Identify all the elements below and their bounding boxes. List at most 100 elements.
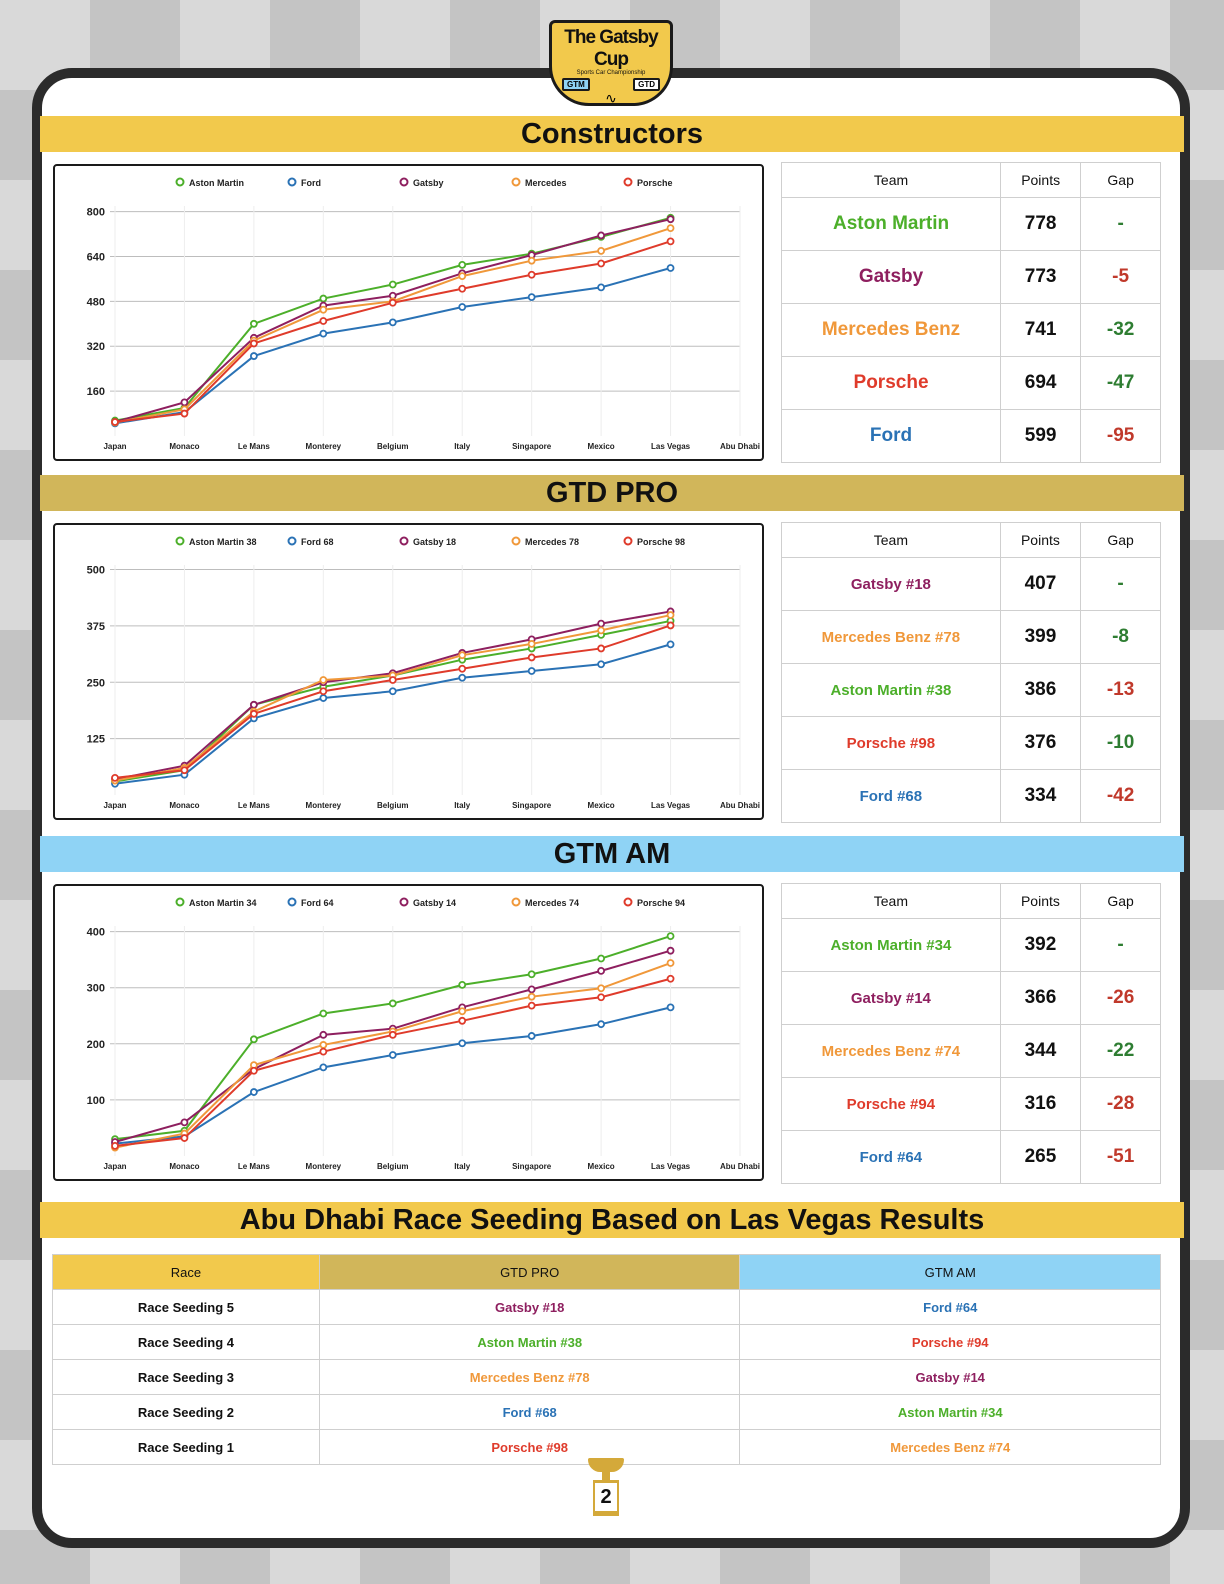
standings-team: Mercedes Benz #78 xyxy=(781,610,1001,664)
x-tick-label: Las Vegas xyxy=(651,801,691,810)
data-point xyxy=(319,1047,328,1056)
standings-points: 392 xyxy=(999,918,1082,972)
standings-points: 316 xyxy=(999,1077,1082,1131)
logo-title: The Gatsby Cup xyxy=(564,27,658,70)
legend-label: Porsche 98 xyxy=(637,537,685,547)
x-tick-label: Le Mans xyxy=(238,442,271,451)
data-point xyxy=(666,215,675,224)
seeding-header-gtd-pro: GTD PRO xyxy=(318,1254,741,1290)
standings-team: Gatsby #18 xyxy=(781,557,1001,611)
legend-label: Ford 64 xyxy=(301,898,334,908)
legend-marker xyxy=(511,536,521,546)
standings-points: 694 xyxy=(1000,356,1082,410)
data-point xyxy=(666,1003,675,1012)
standings-gap: -32 xyxy=(1080,303,1161,357)
gtm-am-chart: 100 200 300 400 Japan Monaco Le Mans Monterey Be… xyxy=(53,884,764,1181)
x-tick-label: Belgium xyxy=(377,1162,409,1171)
data-point xyxy=(527,985,536,994)
data-point xyxy=(527,667,536,675)
standings-gap: -8 xyxy=(1080,610,1161,664)
x-tick-label: Le Mans xyxy=(238,801,271,810)
legend-marker xyxy=(175,536,185,546)
logo-subtitle: Sports Car Championship xyxy=(576,70,646,76)
data-point xyxy=(319,687,328,696)
data-point xyxy=(527,256,536,265)
data-point xyxy=(388,676,397,684)
data-point xyxy=(319,294,328,303)
legend-marker xyxy=(399,536,409,546)
standings-points: 778 xyxy=(1000,197,1082,251)
standings-team: Ford #68 xyxy=(781,769,1001,823)
standings-team: Ford #64 xyxy=(781,1130,1001,1184)
standings-gap: -47 xyxy=(1080,356,1161,410)
data-point xyxy=(249,339,258,348)
data-point xyxy=(319,1009,328,1018)
seeding-row: Race Seeding 3 Mercedes Benz #78 Gatsby #1… xyxy=(52,1359,1161,1395)
x-tick-label: Monterey xyxy=(306,1162,342,1171)
x-tick-label: Italy xyxy=(454,442,471,451)
y-tick-label: 250 xyxy=(87,677,105,689)
standings-gap: - xyxy=(1080,918,1161,972)
data-point xyxy=(319,1041,328,1049)
x-tick-label: Abu Dhabi xyxy=(720,1162,760,1171)
seeding-row: Race Seeding 5 Gatsby #18 Ford #64 xyxy=(52,1289,1161,1325)
standings-points: 265 xyxy=(999,1130,1082,1184)
standings-team: Porsche #98 xyxy=(781,716,1001,770)
header-team: Team xyxy=(780,162,1002,198)
gtm-am-chart-svg: 100 200 300 400 Japan Monaco Le Mans Monterey Be… xyxy=(87,897,760,1171)
data-point xyxy=(180,1134,189,1142)
data-point xyxy=(388,318,397,327)
seeding-gtd-pro-team: Ford #68 xyxy=(318,1394,741,1430)
standings-team: Ford xyxy=(780,409,1002,463)
section-title-gtd-pro: GTD PRO xyxy=(40,475,1184,511)
legend-marker xyxy=(511,177,521,187)
legend-label: Ford 68 xyxy=(301,537,334,547)
seeding-gtd-pro-team: Gatsby #18 xyxy=(318,1289,741,1325)
seeding-gtd-pro-team: Aston Martin #38 xyxy=(318,1324,741,1360)
seeding-header-gtm-am: GTM AM xyxy=(739,1254,1161,1290)
x-tick-label: Japan xyxy=(103,442,126,451)
seeding-gtd-pro-team: Mercedes Benz #78 xyxy=(318,1359,741,1395)
y-tick-label: 125 xyxy=(87,734,105,746)
legend-label: Aston Martin 38 xyxy=(189,537,257,547)
standings-row: Mercedes Benz #78 399 -8 xyxy=(781,610,1161,664)
data-point xyxy=(249,1066,258,1075)
data-point xyxy=(597,984,606,993)
data-point xyxy=(388,298,397,307)
legend-label: Gatsby 18 xyxy=(413,537,456,547)
x-tick-label: Abu Dhabi xyxy=(720,801,760,810)
standings-team: Porsche #94 xyxy=(781,1077,1001,1131)
seeding-gtm-am-team: Gatsby #14 xyxy=(739,1359,1161,1395)
standings-gap: -22 xyxy=(1080,1024,1161,1078)
seeding-gtm-am-team: Ford #64 xyxy=(739,1289,1161,1325)
data-point xyxy=(527,640,536,648)
seeding-race: Race Seeding 1 xyxy=(52,1429,320,1465)
legend-marker xyxy=(399,177,409,187)
y-tick-label: 200 xyxy=(87,1039,105,1051)
seeding-gtm-am-team: Aston Martin #34 xyxy=(739,1394,1161,1430)
seeding-race: Race Seeding 4 xyxy=(52,1324,320,1360)
data-point xyxy=(458,272,467,281)
data-point xyxy=(666,224,675,233)
standings-points: 407 xyxy=(999,557,1082,611)
logo-badge-gtd: GTD xyxy=(633,78,660,91)
standings-points: 399 xyxy=(999,610,1082,664)
standings-team: Aston Martin xyxy=(780,197,1002,251)
standings-gap: -51 xyxy=(1080,1130,1161,1184)
legend-marker xyxy=(511,897,521,907)
road-icon: ∿ xyxy=(605,90,617,106)
standings-gap: -28 xyxy=(1080,1077,1161,1131)
standings-points: 376 xyxy=(999,716,1082,770)
data-point xyxy=(458,1007,467,1016)
standings-points: 773 xyxy=(1000,250,1082,304)
x-tick-label: Las Vegas xyxy=(651,1162,691,1171)
standings-team: Aston Martin #38 xyxy=(781,663,1001,717)
x-tick-label: Singapore xyxy=(512,442,552,451)
legend-label: Gatsby xyxy=(413,178,444,188)
gtd-pro-chart: 125 250 375 500 Japan Monaco Le Mans Monterey Be… xyxy=(53,523,764,820)
data-point xyxy=(597,231,606,240)
seeding-gtm-am-team: Porsche #94 xyxy=(739,1324,1161,1360)
seeding-gtm-am-team: Mercedes Benz #74 xyxy=(739,1429,1161,1465)
standings-team: Gatsby xyxy=(780,250,1002,304)
data-point xyxy=(388,1030,397,1039)
